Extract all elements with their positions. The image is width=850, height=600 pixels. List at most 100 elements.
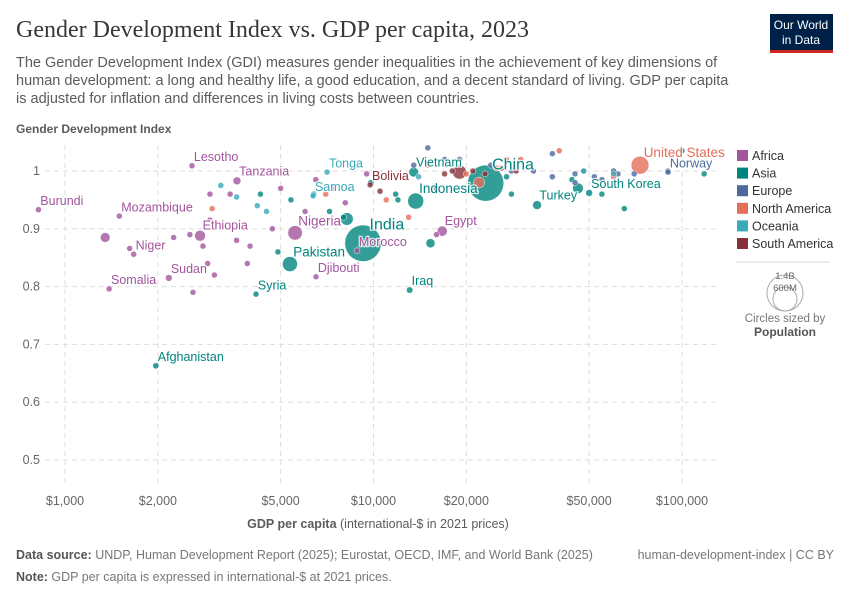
country-point[interactable] bbox=[591, 173, 598, 181]
country-point[interactable] bbox=[630, 170, 638, 178]
country-point[interactable] bbox=[376, 187, 384, 195]
point-morocco[interactable] bbox=[353, 247, 361, 255]
country-point[interactable] bbox=[580, 167, 587, 175]
point-united-states[interactable] bbox=[630, 156, 650, 175]
country-point[interactable] bbox=[206, 216, 214, 224]
point-niger[interactable] bbox=[130, 250, 137, 258]
country-point[interactable] bbox=[678, 147, 686, 155]
country-point[interactable] bbox=[456, 156, 463, 163]
country-point[interactable] bbox=[433, 185, 440, 192]
country-point[interactable] bbox=[571, 179, 579, 186]
country-point[interactable] bbox=[206, 190, 214, 198]
country-point[interactable] bbox=[415, 173, 422, 181]
country-point[interactable] bbox=[244, 260, 251, 267]
country-point[interactable] bbox=[287, 196, 295, 204]
country-point[interactable] bbox=[481, 170, 489, 178]
country-point[interactable] bbox=[326, 208, 333, 215]
country-point[interactable] bbox=[503, 173, 510, 181]
country-point[interactable] bbox=[512, 167, 520, 175]
country-point[interactable] bbox=[208, 205, 216, 212]
point-lesotho[interactable] bbox=[188, 162, 196, 170]
country-point[interactable] bbox=[263, 208, 270, 215]
country-point[interactable] bbox=[598, 176, 606, 183]
country-point[interactable] bbox=[246, 242, 254, 250]
point-somalia[interactable] bbox=[105, 285, 113, 293]
legend-item-south-america[interactable]: South America bbox=[737, 237, 833, 251]
country-point[interactable] bbox=[312, 176, 320, 183]
country-point[interactable] bbox=[449, 167, 456, 175]
country-point[interactable] bbox=[463, 170, 470, 178]
point-syria[interactable] bbox=[252, 290, 260, 298]
country-point[interactable] bbox=[257, 190, 264, 198]
country-point[interactable] bbox=[340, 213, 347, 221]
country-point[interactable] bbox=[274, 248, 282, 256]
country-point[interactable] bbox=[126, 245, 133, 252]
license-link[interactable]: human-development-index | CC BY bbox=[638, 548, 835, 562]
country-point[interactable] bbox=[189, 289, 197, 296]
country-point[interactable] bbox=[342, 199, 349, 207]
country-point[interactable] bbox=[199, 242, 207, 250]
point-china[interactable] bbox=[467, 164, 504, 202]
country-point[interactable] bbox=[433, 231, 440, 238]
country-point[interactable] bbox=[700, 170, 708, 178]
point-egypt[interactable] bbox=[436, 225, 448, 237]
country-point[interactable] bbox=[394, 196, 402, 204]
country-point[interactable] bbox=[269, 225, 276, 233]
country-point[interactable] bbox=[424, 144, 432, 152]
point-norway[interactable] bbox=[664, 168, 672, 176]
country-point[interactable] bbox=[598, 190, 606, 198]
point-samoa[interactable] bbox=[309, 192, 317, 200]
point-bolivia[interactable] bbox=[366, 181, 374, 189]
point-afghanistan[interactable] bbox=[152, 362, 160, 370]
legend-item-asia[interactable]: Asia bbox=[737, 167, 776, 181]
owid-logo[interactable]: Our World in Data bbox=[770, 14, 833, 53]
country-point[interactable] bbox=[204, 260, 211, 267]
country-point[interactable] bbox=[170, 234, 177, 241]
country-point[interactable] bbox=[392, 190, 399, 198]
legend-item-europe[interactable]: Europe bbox=[737, 184, 792, 198]
country-point[interactable] bbox=[571, 170, 579, 178]
country-point[interactable] bbox=[226, 190, 234, 198]
country-point[interactable] bbox=[410, 161, 417, 169]
point-mozambique[interactable] bbox=[116, 212, 123, 220]
country-point[interactable] bbox=[508, 190, 515, 198]
country-point[interactable] bbox=[469, 167, 477, 175]
country-point[interactable] bbox=[233, 237, 240, 244]
country-point[interactable] bbox=[621, 205, 628, 212]
country-point[interactable] bbox=[555, 147, 563, 155]
country-point[interactable] bbox=[610, 170, 617, 178]
country-point[interactable] bbox=[217, 182, 225, 189]
country-point[interactable] bbox=[383, 196, 390, 204]
country-point[interactable] bbox=[549, 150, 556, 157]
point-sudan[interactable] bbox=[165, 274, 173, 282]
country-point[interactable] bbox=[549, 173, 556, 181]
point-tanzania[interactable] bbox=[232, 176, 242, 186]
legend-item-africa[interactable]: Africa bbox=[737, 149, 784, 163]
country-point[interactable] bbox=[277, 185, 284, 192]
country-point[interactable] bbox=[211, 271, 218, 279]
country-point[interactable] bbox=[517, 156, 524, 163]
country-point[interactable] bbox=[329, 185, 337, 192]
point-burundi[interactable] bbox=[35, 206, 42, 213]
country-point[interactable] bbox=[363, 170, 370, 178]
country-point[interactable] bbox=[498, 164, 505, 172]
country-point[interactable] bbox=[441, 170, 448, 178]
point-nigeria[interactable] bbox=[287, 225, 303, 241]
country-point[interactable] bbox=[405, 213, 412, 221]
country-point[interactable] bbox=[301, 208, 309, 215]
legend-item-north-america[interactable]: North America bbox=[737, 202, 831, 216]
country-point[interactable] bbox=[530, 167, 537, 175]
country-point[interactable] bbox=[254, 202, 261, 209]
point-tonga[interactable] bbox=[323, 168, 331, 176]
country-point[interactable] bbox=[100, 232, 111, 243]
point-south-korea[interactable] bbox=[585, 189, 593, 197]
country-point[interactable] bbox=[424, 161, 432, 169]
point-ethiopia[interactable] bbox=[194, 230, 206, 242]
point-pakistan[interactable] bbox=[282, 256, 298, 272]
legend-item-oceania[interactable]: Oceania bbox=[737, 219, 799, 233]
country-point[interactable] bbox=[441, 156, 448, 163]
point-djibouti[interactable] bbox=[312, 273, 320, 281]
point-iraq[interactable] bbox=[406, 286, 414, 294]
country-point[interactable] bbox=[487, 161, 495, 169]
country-point[interactable] bbox=[233, 193, 240, 201]
